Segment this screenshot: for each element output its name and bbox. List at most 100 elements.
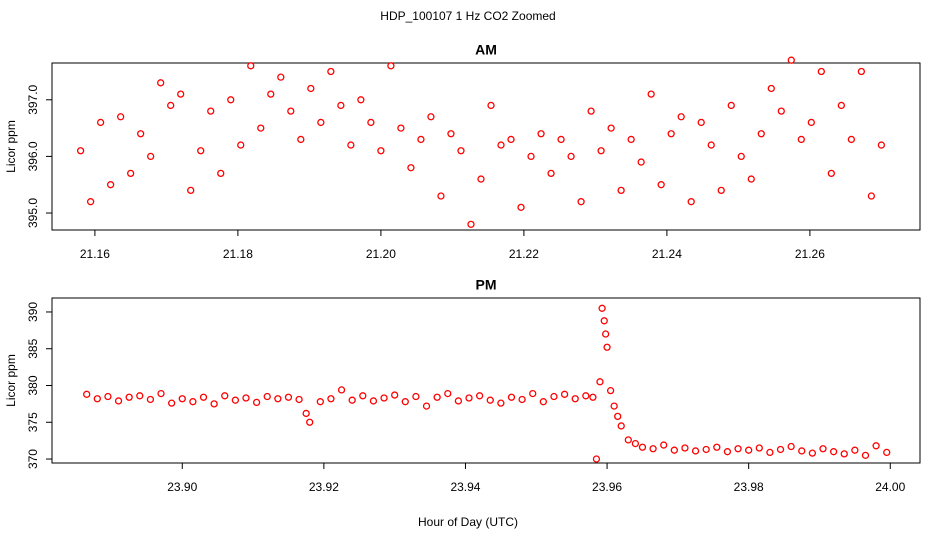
point [287, 107, 295, 115]
point [827, 169, 835, 178]
point [747, 175, 755, 183]
point [217, 169, 225, 178]
x-tick-label: 23.92 [309, 480, 339, 494]
point [617, 422, 625, 430]
point [457, 147, 465, 155]
point [327, 67, 335, 76]
point [237, 141, 245, 149]
point [702, 445, 710, 454]
point [497, 399, 505, 407]
point [867, 192, 876, 200]
x-tick-label: 23.98 [734, 480, 764, 494]
point [337, 386, 346, 394]
point [327, 395, 335, 403]
point [647, 90, 655, 98]
point [507, 393, 516, 401]
figure-title: HDP_100107 1 Hz CO2 Zoomed [380, 9, 555, 23]
y-tick-label: 370 [26, 449, 40, 469]
point [295, 395, 303, 404]
point [617, 186, 625, 195]
point [407, 164, 415, 172]
plot-frame [51, 62, 921, 231]
point [189, 398, 197, 406]
point [146, 395, 155, 404]
y-tick-label: 395.0 [26, 198, 40, 228]
point [137, 130, 145, 138]
point [737, 152, 745, 161]
point [116, 113, 125, 121]
point [529, 389, 537, 398]
point [787, 56, 795, 64]
y-tick-label: 375 [26, 412, 40, 432]
point [83, 390, 91, 398]
point [106, 181, 115, 189]
point [691, 447, 700, 455]
point [377, 147, 385, 155]
point [157, 389, 165, 398]
point [697, 118, 705, 127]
point [637, 158, 645, 166]
y-tick-label: 397.0 [26, 84, 40, 114]
x-tick-label: 21.24 [652, 247, 682, 261]
point [274, 395, 282, 403]
point [467, 220, 475, 228]
point [627, 135, 635, 144]
point [168, 399, 176, 407]
point [104, 392, 112, 401]
point [397, 124, 405, 132]
point [631, 439, 640, 448]
point [797, 135, 805, 144]
point [316, 398, 324, 406]
point [798, 447, 806, 455]
point [539, 398, 547, 406]
point [592, 455, 601, 463]
point [475, 392, 484, 400]
point [247, 62, 255, 70]
point [883, 448, 891, 457]
point [187, 186, 195, 195]
point [807, 118, 815, 127]
point [649, 445, 657, 453]
point [727, 101, 735, 110]
point [767, 84, 775, 93]
y-axis-label: Licor ppm [4, 354, 18, 407]
point [681, 444, 689, 452]
point [307, 84, 315, 93]
point [877, 141, 886, 149]
point [670, 446, 678, 454]
point [600, 317, 608, 325]
point [96, 118, 105, 127]
point [454, 397, 463, 405]
point [755, 444, 763, 452]
point [667, 130, 675, 138]
point [657, 181, 665, 189]
point [837, 101, 846, 110]
point [547, 169, 555, 178]
x-tick-label: 23.96 [592, 480, 622, 494]
point [157, 79, 165, 87]
point [437, 192, 445, 200]
point [369, 397, 378, 405]
point [93, 395, 101, 403]
point [167, 101, 175, 110]
point [207, 107, 215, 115]
point [602, 330, 610, 338]
point [199, 393, 208, 401]
y-tick-label: 396.0 [26, 141, 40, 171]
point [596, 378, 604, 386]
point [125, 393, 133, 401]
x-axis-label: Hour of Day (UTC) [418, 515, 518, 529]
point [387, 62, 395, 70]
point [766, 448, 774, 457]
y-axis-label: Licor ppm [4, 120, 18, 173]
point [417, 135, 425, 144]
point [557, 135, 565, 144]
point [76, 147, 85, 155]
point [787, 442, 795, 451]
point [114, 397, 123, 405]
point [723, 448, 732, 456]
point [427, 113, 435, 121]
x-tick-label: 23.94 [450, 480, 480, 494]
point [507, 135, 515, 144]
point [777, 107, 785, 115]
